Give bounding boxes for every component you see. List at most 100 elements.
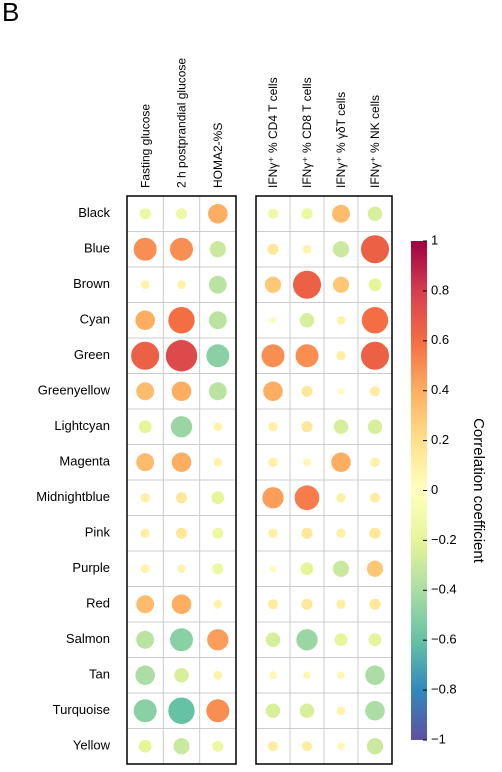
bubble <box>133 237 157 261</box>
panel-frame <box>126 195 237 765</box>
bubble <box>332 276 350 293</box>
bubble <box>301 208 313 220</box>
bubble <box>296 629 318 651</box>
bubble <box>302 244 312 254</box>
row-label: Lightcyan <box>54 418 110 433</box>
bubble <box>175 527 188 539</box>
bubble <box>212 740 224 752</box>
row-label: Salmon <box>66 631 110 646</box>
bubble <box>369 386 381 397</box>
bubble <box>261 344 285 368</box>
bubble <box>212 527 224 539</box>
bubble <box>360 235 390 264</box>
bubble <box>269 316 277 324</box>
bubble <box>140 564 150 574</box>
bubble <box>299 313 315 328</box>
bubble <box>171 452 192 473</box>
bubble <box>336 493 346 503</box>
colorbar-title: Correlation coefficient <box>470 418 487 564</box>
colorbar-tick-label: 0.2 <box>431 432 449 447</box>
bubble <box>366 738 384 755</box>
bubble <box>336 315 346 325</box>
bubble <box>269 671 277 680</box>
bubble <box>173 738 190 755</box>
bubble <box>336 599 346 609</box>
colorbar-tick-label: 0.8 <box>431 282 449 297</box>
bubble <box>301 598 313 610</box>
bubble <box>168 307 195 334</box>
row-label: Greenyellow <box>38 383 111 398</box>
column-label: IFNγ⁺ % CD8 T cells <box>300 77 314 188</box>
bubble <box>264 276 282 293</box>
bubble <box>135 665 155 686</box>
bubble <box>267 599 279 610</box>
bubble <box>170 416 193 438</box>
bubble <box>131 341 160 370</box>
bubble <box>208 203 228 224</box>
row-label: Midnightblue <box>36 489 110 504</box>
bubble <box>361 307 389 334</box>
bubble <box>369 492 381 503</box>
row-label: Brown <box>73 276 110 291</box>
column-label: Fasting glucose <box>138 104 152 188</box>
bubble <box>136 453 155 472</box>
bubble <box>303 458 311 467</box>
row-label: Tan <box>89 667 110 682</box>
bubble <box>268 457 278 467</box>
bubble <box>165 340 198 372</box>
bubble <box>303 671 311 680</box>
colorbar-tick-label: −0.6 <box>431 632 457 647</box>
row-label: Cyan <box>80 312 110 327</box>
bubble <box>265 632 281 647</box>
bubble <box>366 560 384 577</box>
bubble <box>360 341 390 370</box>
row-label: Yellow <box>73 738 111 753</box>
colorbar-tick-label: 0.6 <box>431 332 449 347</box>
bubble <box>133 699 157 723</box>
bubble <box>213 670 223 680</box>
bubble <box>369 598 381 610</box>
column-label: 2 h postprandial glucose <box>175 58 189 188</box>
bubble <box>170 628 193 652</box>
column-label: HOMA2-%S <box>211 123 225 188</box>
bubble <box>140 280 150 290</box>
bubble <box>168 697 195 724</box>
bubble <box>368 633 382 647</box>
column-label: IFNγ⁺ % NK cells <box>368 95 382 188</box>
bubble <box>365 700 385 721</box>
bubble <box>138 739 152 753</box>
bubble <box>336 706 346 716</box>
bubble <box>269 565 277 573</box>
bubble <box>206 344 230 368</box>
bubble <box>292 270 322 299</box>
row-label: Red <box>86 596 110 611</box>
bubble <box>213 457 223 467</box>
bubble <box>299 703 315 718</box>
colorbar-tick-label: 1 <box>431 232 438 247</box>
bubble <box>175 492 188 504</box>
bubble <box>262 487 284 509</box>
colorbar <box>411 241 427 740</box>
row-label: Magenta <box>59 454 110 469</box>
colorbar-tick-label: −0.8 <box>431 682 457 697</box>
bubble <box>367 419 383 434</box>
bubble <box>177 564 186 573</box>
bubble <box>267 243 279 255</box>
panel-label: B <box>2 0 19 27</box>
bubble <box>336 528 346 538</box>
bubble <box>207 629 229 651</box>
colorbar-tick-label: 0.4 <box>431 382 449 397</box>
bubble <box>213 422 223 432</box>
bubble <box>209 241 226 258</box>
bubble <box>211 491 225 505</box>
bubble <box>369 527 381 539</box>
column-label: IFNγ⁺ % γδT cells <box>334 92 348 188</box>
bubble <box>177 280 186 290</box>
bubble <box>136 382 155 401</box>
row-label: Purple <box>72 560 110 575</box>
bubble <box>367 206 383 221</box>
bubble <box>213 599 223 609</box>
row-label: Turquoise <box>53 702 110 717</box>
bubble <box>139 208 151 220</box>
